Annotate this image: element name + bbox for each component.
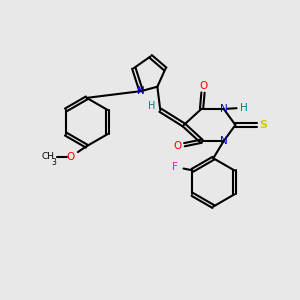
- Text: 3: 3: [52, 158, 57, 167]
- Text: F: F: [172, 162, 178, 172]
- Text: N: N: [220, 136, 227, 146]
- Text: O: O: [199, 81, 207, 91]
- Text: O: O: [66, 152, 74, 162]
- Text: N: N: [137, 85, 145, 95]
- Text: N: N: [220, 104, 227, 114]
- Text: O: O: [174, 141, 182, 151]
- Text: H: H: [240, 103, 248, 113]
- Text: S: S: [259, 120, 267, 130]
- Text: CH: CH: [42, 152, 55, 161]
- Text: H: H: [148, 101, 155, 111]
